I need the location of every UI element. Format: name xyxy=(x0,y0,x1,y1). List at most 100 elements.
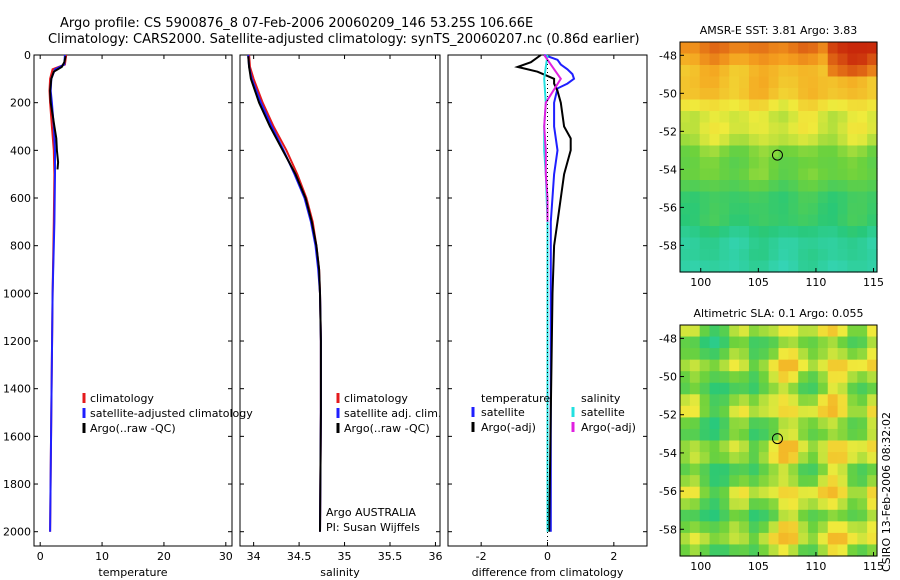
sst_map-cell xyxy=(709,203,720,216)
sst_map-xtick-label: 105 xyxy=(748,276,769,289)
sst_map-cell xyxy=(827,145,839,158)
sla_map-cell xyxy=(857,394,868,407)
sla_map-cell xyxy=(827,394,839,407)
sst_map-cell xyxy=(857,88,868,101)
sla_map-cell xyxy=(778,521,789,534)
sla_map-cell xyxy=(699,394,711,407)
difference-xtick-label: 2 xyxy=(610,550,617,563)
sla_map-cell xyxy=(867,394,878,407)
sst_map-cell xyxy=(729,111,740,124)
sst_map-cell xyxy=(857,214,868,227)
sst_map-cell xyxy=(699,145,711,158)
sla_map-cell xyxy=(709,405,720,418)
sst_map-cell xyxy=(709,122,720,135)
sst_map-cell xyxy=(827,76,839,89)
sst_map-cell xyxy=(798,260,809,273)
sst_map-cell xyxy=(699,122,711,135)
sst_map-cell xyxy=(699,180,711,193)
sla_map-cell xyxy=(768,336,780,349)
sla_map-cell xyxy=(837,532,849,546)
sst_map-cell xyxy=(758,226,770,239)
sla_map-cell xyxy=(748,428,760,442)
title-line-2: Climatology: CARS2000. Satellite-adjuste… xyxy=(48,32,640,47)
sla_map-cell xyxy=(768,440,780,453)
sla_map-cell xyxy=(689,440,701,453)
difference-panel: -2 0 2 difference from climatology temperatu… xyxy=(447,54,648,579)
sst_map-cell xyxy=(739,203,750,216)
sst_map-cell xyxy=(798,76,809,89)
sst_map-cell xyxy=(827,203,839,216)
sst_map-cell xyxy=(680,180,691,193)
sla_map-cell xyxy=(768,532,780,546)
sla_map-cell xyxy=(847,475,858,488)
sst_map-cell xyxy=(699,99,711,112)
sla_map-cell xyxy=(837,475,849,488)
sst_map-cell xyxy=(847,145,858,158)
sla_map-cell xyxy=(827,348,839,361)
sst_map-cell xyxy=(827,226,839,239)
sst_map-ytick-label: -48 xyxy=(659,49,677,62)
sla_map-cell xyxy=(817,440,829,453)
sla_map-cell xyxy=(778,359,789,372)
sst_map-cell xyxy=(729,53,740,66)
sla_map-cell xyxy=(680,452,691,465)
sla_map-cell xyxy=(689,463,701,476)
sst_map-cell xyxy=(857,226,868,239)
sst_map-cell xyxy=(729,260,740,273)
sst_map-cell xyxy=(719,122,730,135)
sst_map-cell xyxy=(847,42,858,55)
sla_map-cell xyxy=(729,359,740,372)
sst_map-cell xyxy=(837,168,849,181)
sst_map-frame xyxy=(679,41,878,273)
sst_map-cell xyxy=(798,134,809,147)
sla_map-cell xyxy=(798,452,809,465)
sst_map-cell xyxy=(689,226,701,239)
sst_map-cell xyxy=(837,157,849,170)
sst_map-cell xyxy=(680,157,691,170)
sla_map-cell xyxy=(680,417,691,430)
sla_map-cell xyxy=(857,428,868,442)
sla_map-cell xyxy=(808,405,819,418)
sla_map-cell xyxy=(867,521,878,534)
salinity-xtick-label: 35 xyxy=(338,550,352,563)
sst_map-cell xyxy=(788,226,799,239)
sla_map-cell xyxy=(778,325,789,338)
sla_map-cell xyxy=(699,440,711,453)
sla_map-cell xyxy=(680,532,691,546)
sst_map-cell xyxy=(867,99,878,112)
sla_map-cell xyxy=(699,498,711,511)
sla_map-cell xyxy=(689,336,701,349)
sla_map-cell xyxy=(729,428,740,442)
sla_map-cell xyxy=(739,509,750,522)
sst_map-cell xyxy=(758,203,770,216)
sla_map-cell xyxy=(808,336,819,349)
sla_map-cell xyxy=(758,348,770,361)
sst_map-cell xyxy=(867,111,878,124)
difference-series-temperature-satellite xyxy=(543,54,576,532)
sst_map-cell xyxy=(847,191,858,204)
sla_map-cell xyxy=(709,440,720,453)
sla_map-cell xyxy=(739,486,750,499)
sla_map-cell xyxy=(689,371,701,384)
sst_map-cell xyxy=(867,134,878,147)
sst_map-cell xyxy=(768,53,780,66)
sla_map-cell xyxy=(837,359,849,372)
sst_map-panel: AMSR-E SST: 3.81 Argo: 3.83 100 105 110 115 -… xyxy=(659,24,884,289)
sst_map-cell xyxy=(788,42,799,55)
sst_map-cell xyxy=(739,88,750,101)
salinity-xtick-label: 35.5 xyxy=(378,550,403,563)
sla_map-cell xyxy=(837,417,849,430)
difference-legend-header: temperature xyxy=(481,392,550,405)
sla_map-ytick-label: -54 xyxy=(659,447,677,460)
sst_map-cell xyxy=(847,134,858,147)
sla_map-cell xyxy=(827,428,839,442)
sst_map-cell xyxy=(798,88,809,101)
sst_map-cell xyxy=(798,249,809,262)
sst_map-cell xyxy=(768,76,780,89)
sst_map-cell xyxy=(699,76,711,89)
sla_map-cell xyxy=(709,463,720,476)
sla_map-cell xyxy=(847,463,858,476)
sla_map-cell xyxy=(768,371,780,384)
salinity-axes-frame xyxy=(239,54,441,547)
sla_map-cell xyxy=(857,498,868,511)
